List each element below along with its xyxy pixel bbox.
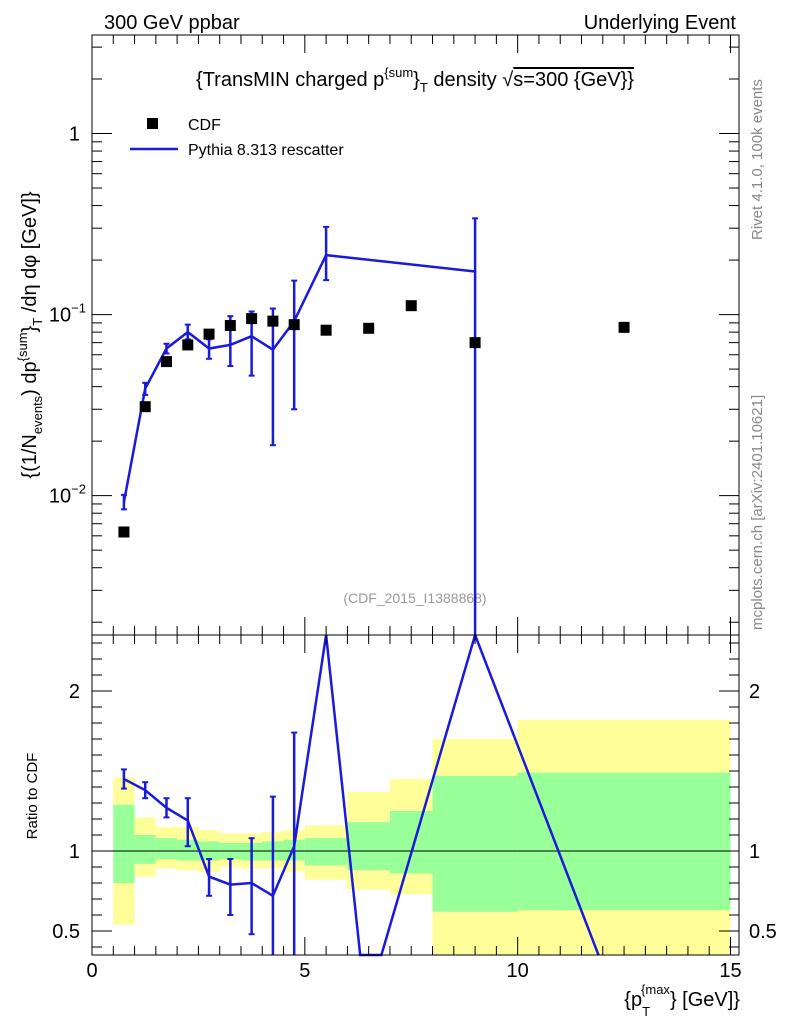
main-ylabel: {(1/Nevents) dp{sum}T /dη dφ [GeV]} bbox=[15, 191, 45, 478]
pythia-line bbox=[122, 253, 476, 503]
cdf-marker bbox=[246, 313, 258, 325]
ratio-ytick-label-right: 1 bbox=[749, 841, 760, 863]
main-panel: 1 10−1 10−2 {TransMIN charged p{sum}T dens… bbox=[15, 34, 740, 636]
cdf-marker bbox=[224, 320, 236, 332]
analysis-watermark: (CDF_2015_I1388868) bbox=[343, 590, 486, 606]
ratio-panel: 2 2 1 1 0.5 0.5 0 5 10 15 Ratio to CDF {pT{max} … bbox=[24, 631, 777, 1019]
ratio-ytick-label-left: 1 bbox=[69, 841, 80, 863]
header-left: 300 GeV ppbar bbox=[104, 12, 240, 34]
cdf-marker bbox=[267, 315, 279, 327]
ratio-ytick-label-left: 0.5 bbox=[52, 921, 80, 943]
legend-pythia-label: Pythia 8.313 rescatter bbox=[188, 142, 344, 159]
ratio-green-band bbox=[134, 835, 156, 864]
cdf-marker bbox=[320, 324, 332, 336]
ratio-xtick-label: 15 bbox=[719, 960, 741, 982]
ratio-green-band bbox=[113, 804, 135, 883]
cdf-marker bbox=[182, 339, 194, 351]
main-title: {TransMIN charged p{sum}T density √s=300… bbox=[196, 65, 634, 95]
ratio-green-band bbox=[389, 811, 433, 874]
rivet-label: Rivet 4.1.0, 100k events bbox=[749, 79, 766, 240]
ratio-ticks bbox=[91, 635, 739, 955]
cdf-marker bbox=[203, 328, 215, 340]
main-ytick-label: 10−2 bbox=[49, 482, 86, 508]
ratio-ylabel: Ratio to CDF bbox=[24, 753, 41, 840]
main-ytick-label: 1 bbox=[69, 124, 80, 146]
ratio-green-band bbox=[517, 772, 731, 911]
ratio-bands bbox=[113, 719, 731, 955]
main-ytick-label: 10−1 bbox=[49, 301, 86, 327]
ratio-frame bbox=[91, 634, 740, 956]
ratio-green-band bbox=[177, 839, 199, 861]
legend-cdf-marker bbox=[147, 118, 158, 129]
cdf-marker bbox=[288, 319, 300, 331]
ratio-xlabel: {pT{max} [GeV]} bbox=[624, 982, 740, 1019]
cdf-marker bbox=[139, 401, 151, 413]
ratio-green-band bbox=[432, 775, 518, 912]
legend-cdf-label: CDF bbox=[188, 117, 221, 134]
main-ticks bbox=[91, 35, 739, 635]
ratio-ytick-label-right: 0.5 bbox=[749, 921, 777, 943]
cdf-marker bbox=[469, 337, 481, 349]
header-right: Underlying Event bbox=[584, 12, 737, 34]
cdf-marker bbox=[160, 356, 172, 368]
ratio-plot-area bbox=[92, 631, 739, 957]
ratio-xtick-labels: 0 5 10 15 bbox=[86, 960, 741, 982]
cdf-marker bbox=[118, 526, 130, 538]
main-plot-area bbox=[118, 217, 630, 635]
cdf-marker bbox=[363, 322, 375, 334]
ratio-green-band bbox=[155, 838, 178, 859]
ratio-ytick-label-right: 2 bbox=[749, 681, 760, 703]
cdf-marker bbox=[405, 300, 417, 312]
ratio-xtick-label: 0 bbox=[86, 960, 97, 982]
main-ytick-labels: 1 10−1 10−2 bbox=[49, 124, 86, 508]
ratio-green-band bbox=[347, 822, 390, 871]
ratio-ytick-labels: 2 2 1 1 0.5 0.5 bbox=[52, 681, 777, 943]
legend: CDF Pythia 8.313 rescatter bbox=[130, 117, 344, 159]
mcplots-label: mcplots.cern.ch [arXiv:2401.10621] bbox=[749, 395, 766, 630]
cdf-marker bbox=[618, 321, 630, 333]
ratio-xtick-label: 5 bbox=[299, 960, 310, 982]
ratio-xtick-label: 10 bbox=[507, 960, 529, 982]
ratio-green-band bbox=[304, 838, 348, 866]
ratio-ytick-label-left: 2 bbox=[69, 681, 80, 703]
